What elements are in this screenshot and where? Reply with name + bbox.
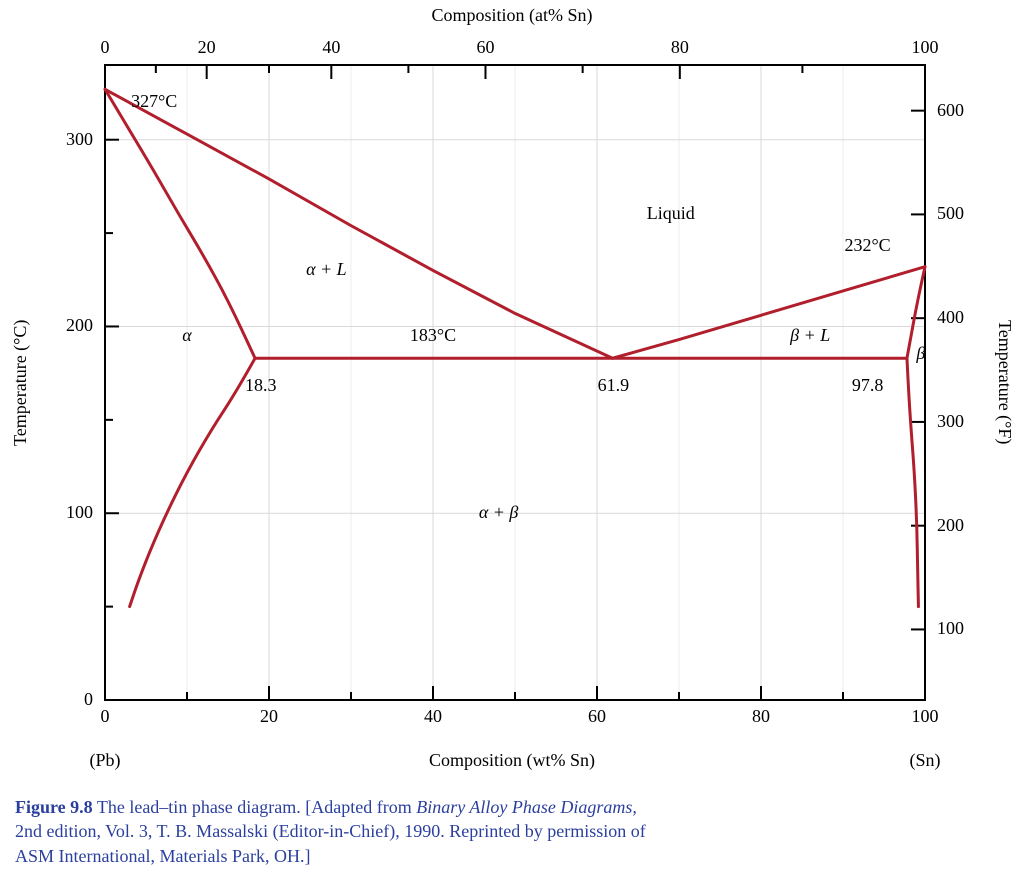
x-top-tick-40: 40	[322, 37, 340, 58]
x-top-tick-20: 20	[198, 37, 216, 58]
caption-line-1: 2nd edition, Vol. 3, T. B. Massalski (Ed…	[15, 819, 1009, 843]
figure-caption: Figure 9.8 The lead–tin phase diagram. […	[15, 795, 1009, 868]
y-right-tick-400: 400	[937, 307, 964, 328]
caption-line-0: Figure 9.8 The lead–tin phase diagram. […	[15, 795, 1009, 819]
caption-line-2: ASM International, Materials Park, OH.]	[15, 844, 1009, 868]
x-bottom-tick-60: 60	[588, 706, 606, 727]
x-bottom-left-end-label: (Pb)	[90, 750, 121, 771]
y-right-tick-600: 600	[937, 100, 964, 121]
annotation-alpha_L: α + L	[306, 259, 347, 280]
y-right-tick-300: 300	[937, 411, 964, 432]
liquidus-left	[105, 89, 613, 358]
x-top-tick-60: 60	[476, 37, 494, 58]
annotation-beta_L: β + L	[790, 325, 830, 346]
y-left-tick-0: 0	[84, 689, 93, 710]
x-top-tick-80: 80	[671, 37, 689, 58]
y-right-tick-500: 500	[937, 203, 964, 224]
annotation-t183: 183°C	[410, 325, 456, 346]
y-right-tick-100: 100	[937, 618, 964, 639]
annotation-liquid: Liquid	[647, 203, 695, 224]
annotation-t232: 232°C	[844, 235, 890, 256]
annotation-p978: 97.8	[852, 375, 884, 396]
liquidus-right	[613, 267, 925, 359]
x-top-tick-0: 0	[101, 37, 110, 58]
x-bottom-tick-100: 100	[912, 706, 939, 727]
page-root: Composition (at% Sn) Composition (wt% Sn…	[0, 0, 1024, 886]
y-left-tick-200: 200	[66, 315, 93, 336]
x-bottom-tick-80: 80	[752, 706, 770, 727]
annotation-beta: β	[916, 343, 925, 364]
annotation-t327: 327°C	[131, 91, 177, 112]
x-top-tick-100: 100	[912, 37, 939, 58]
x-bottom-tick-20: 20	[260, 706, 278, 727]
x-bottom-right-end-label: (Sn)	[910, 750, 941, 771]
y-right-tick-200: 200	[937, 515, 964, 536]
y-left-tick-300: 300	[66, 129, 93, 150]
annotation-p619: 61.9	[598, 375, 630, 396]
annotation-alpha: α	[182, 325, 191, 346]
solvus-left	[130, 358, 255, 606]
y-left-tick-100: 100	[66, 502, 93, 523]
x-bottom-tick-40: 40	[424, 706, 442, 727]
solvus-right	[907, 358, 918, 606]
x-bottom-tick-0: 0	[101, 706, 110, 727]
annotation-alpha_beta: α + β	[479, 502, 519, 523]
annotation-p183_a: 18.3	[245, 375, 277, 396]
phase-diagram-svg	[0, 0, 1024, 886]
